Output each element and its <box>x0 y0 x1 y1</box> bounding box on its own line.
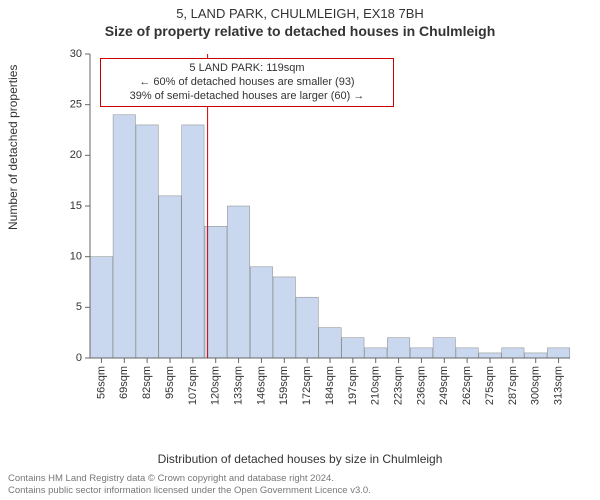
svg-text:10: 10 <box>70 251 82 263</box>
annotation-line-2: ← 60% of detached houses are smaller (93… <box>107 76 387 90</box>
histogram-bar <box>433 338 455 358</box>
histogram-bar <box>250 267 272 358</box>
histogram-bar <box>227 206 249 358</box>
histogram-bar <box>136 125 158 358</box>
histogram-bar <box>456 348 478 358</box>
svg-text:69sqm: 69sqm <box>118 366 130 399</box>
svg-text:313sqm: 313sqm <box>552 366 564 405</box>
histogram-bar <box>273 277 295 358</box>
svg-text:5: 5 <box>76 301 82 313</box>
svg-text:184sqm: 184sqm <box>324 366 336 405</box>
svg-text:210sqm: 210sqm <box>370 366 382 405</box>
svg-text:159sqm: 159sqm <box>278 366 290 405</box>
svg-text:262sqm: 262sqm <box>461 366 473 405</box>
svg-text:287sqm: 287sqm <box>507 366 519 405</box>
chart-container: 5, LAND PARK, CHULMLEIGH, EX18 7BH Size … <box>0 0 600 500</box>
histogram-bar <box>159 196 181 358</box>
histogram-bar <box>113 115 135 358</box>
svg-text:56sqm: 56sqm <box>95 366 107 399</box>
histogram-bar <box>502 348 524 358</box>
annotation-box: 5 LAND PARK: 119sqm ← 60% of detached ho… <box>100 58 394 107</box>
svg-text:172sqm: 172sqm <box>301 366 313 405</box>
footer-line-2: Contains public sector information licen… <box>8 485 371 496</box>
svg-text:197sqm: 197sqm <box>347 366 359 405</box>
histogram-bar <box>182 125 204 358</box>
svg-text:107sqm: 107sqm <box>187 366 199 405</box>
svg-text:15: 15 <box>70 200 82 212</box>
annotation-line-1: 5 LAND PARK: 119sqm <box>107 62 387 76</box>
histogram-bar <box>342 338 364 358</box>
svg-text:120sqm: 120sqm <box>210 366 222 405</box>
svg-text:30: 30 <box>70 48 82 60</box>
x-axis-title: Distribution of detached houses by size … <box>0 452 600 466</box>
svg-text:0: 0 <box>76 352 82 364</box>
svg-text:236sqm: 236sqm <box>415 366 427 405</box>
y-axis-title: Number of detached properties <box>6 65 20 230</box>
annotation-line-3: 39% of semi-detached houses are larger (… <box>107 90 387 104</box>
svg-text:275sqm: 275sqm <box>484 366 496 405</box>
histogram-bar <box>410 348 432 358</box>
svg-text:25: 25 <box>70 99 82 111</box>
histogram-bar <box>387 338 409 358</box>
footer-line-1: Contains HM Land Registry data © Crown c… <box>8 473 371 484</box>
histogram-bar <box>479 353 501 358</box>
histogram-bar <box>547 348 569 358</box>
svg-text:20: 20 <box>70 149 82 161</box>
svg-text:249sqm: 249sqm <box>438 366 450 405</box>
svg-text:146sqm: 146sqm <box>255 366 267 405</box>
svg-text:133sqm: 133sqm <box>232 366 244 405</box>
attribution-footer: Contains HM Land Registry data © Crown c… <box>8 473 371 496</box>
histogram-bar <box>319 328 341 358</box>
svg-text:300sqm: 300sqm <box>530 366 542 405</box>
histogram-bar <box>296 297 318 358</box>
histogram-bar <box>365 348 387 358</box>
address-line: 5, LAND PARK, CHULMLEIGH, EX18 7BH <box>0 0 600 21</box>
svg-text:82sqm: 82sqm <box>141 366 153 399</box>
histogram-bar <box>525 353 547 358</box>
svg-text:95sqm: 95sqm <box>164 366 176 399</box>
chart-title: Size of property relative to detached ho… <box>0 21 600 39</box>
svg-text:223sqm: 223sqm <box>392 366 404 405</box>
histogram-bar <box>90 257 112 358</box>
